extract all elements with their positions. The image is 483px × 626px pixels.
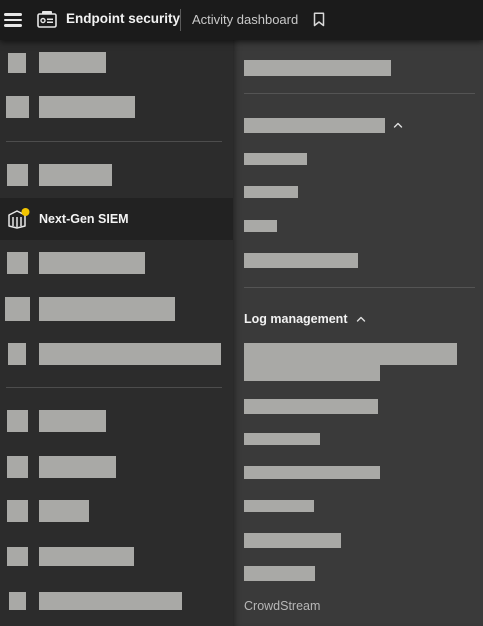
nav-item-icon: [7, 252, 28, 274]
submenu-item[interactable]: [244, 500, 314, 512]
submenu-item[interactable]: [244, 220, 277, 232]
nav-item-label: [39, 410, 106, 432]
nav-item-icon: [8, 343, 26, 365]
nav-item-icon: [7, 164, 28, 186]
nav-item-label: [39, 252, 145, 274]
app-title[interactable]: Endpoint security: [66, 11, 181, 26]
nav-item[interactable]: [0, 288, 233, 330]
nav-item-next-gen-siem[interactable]: Next-Gen SIEM: [0, 198, 233, 240]
submenu-divider: [244, 287, 475, 288]
hamburger-menu-icon[interactable]: [4, 10, 24, 30]
nav-divider: [6, 141, 222, 142]
menu-line: [4, 18, 22, 22]
crowdstream-link[interactable]: CrowdStream: [244, 599, 321, 613]
nav-item[interactable]: [0, 154, 233, 196]
nav-item[interactable]: [0, 446, 233, 488]
section-header-log-management[interactable]: Log management: [244, 310, 366, 328]
right-submenu-panel: Log management CrowdStream: [233, 40, 483, 626]
nav-item-icon: [7, 500, 28, 522]
nav-item-label: [39, 456, 116, 478]
left-navigation: Next-Gen SIEM: [0, 40, 233, 626]
nav-item[interactable]: [0, 41, 233, 83]
nav-item-icon: [7, 547, 28, 566]
next-gen-siem-icon: [8, 208, 30, 229]
page-title: Activity dashboard: [192, 12, 299, 27]
nav-item-label: [39, 343, 221, 365]
nav-item[interactable]: [0, 580, 233, 622]
nav-item-label: [39, 52, 106, 73]
submenu-item[interactable]: [244, 566, 315, 581]
title-divider: [180, 9, 181, 31]
menu-line: [4, 24, 22, 27]
nav-item-label: [39, 164, 112, 186]
menu-line: [4, 13, 22, 16]
submenu-item[interactable]: [244, 153, 307, 165]
submenu-item[interactable]: [244, 343, 457, 365]
section-header-1[interactable]: [244, 116, 403, 134]
nav-item[interactable]: [0, 242, 233, 284]
nav-item-icon: [9, 592, 26, 610]
section-label: Log management: [244, 312, 348, 326]
top-bar: Endpoint security Activity dashboard: [0, 0, 483, 40]
nav-item[interactable]: [0, 535, 233, 577]
nav-item[interactable]: [0, 490, 233, 532]
nav-item-label: [39, 500, 89, 522]
nav-item[interactable]: [0, 333, 233, 375]
nav-item-label: [39, 96, 135, 118]
nav-item-icon: [7, 410, 28, 432]
nav-item[interactable]: [0, 86, 233, 128]
endpoint-security-icon: [37, 11, 57, 28]
submenu-item[interactable]: [244, 60, 391, 76]
section-label-placeholder: [244, 117, 385, 133]
nav-item-label: Next-Gen SIEM: [39, 212, 129, 226]
nav-item-label: [39, 547, 134, 566]
nav-item-icon: [8, 53, 26, 73]
nav-item[interactable]: [0, 400, 233, 442]
nav-item-icon: [7, 456, 28, 478]
submenu-item[interactable]: [244, 365, 380, 381]
nav-item-label: [39, 297, 175, 321]
chevron-up-icon: [356, 316, 365, 322]
submenu-item[interactable]: [244, 399, 378, 414]
nav-item-icon: [6, 96, 29, 118]
nav-item-icon: [5, 297, 30, 321]
submenu-divider: [244, 93, 475, 94]
submenu-item[interactable]: [244, 253, 358, 268]
nav-item-label: [39, 592, 182, 610]
submenu-item[interactable]: [244, 466, 380, 479]
submenu-item[interactable]: [244, 186, 298, 198]
nav-divider: [6, 387, 222, 388]
bookmark-icon[interactable]: [313, 12, 325, 27]
chevron-up-icon: [393, 122, 403, 128]
submenu-item[interactable]: [244, 433, 320, 445]
submenu-item[interactable]: [244, 533, 341, 548]
